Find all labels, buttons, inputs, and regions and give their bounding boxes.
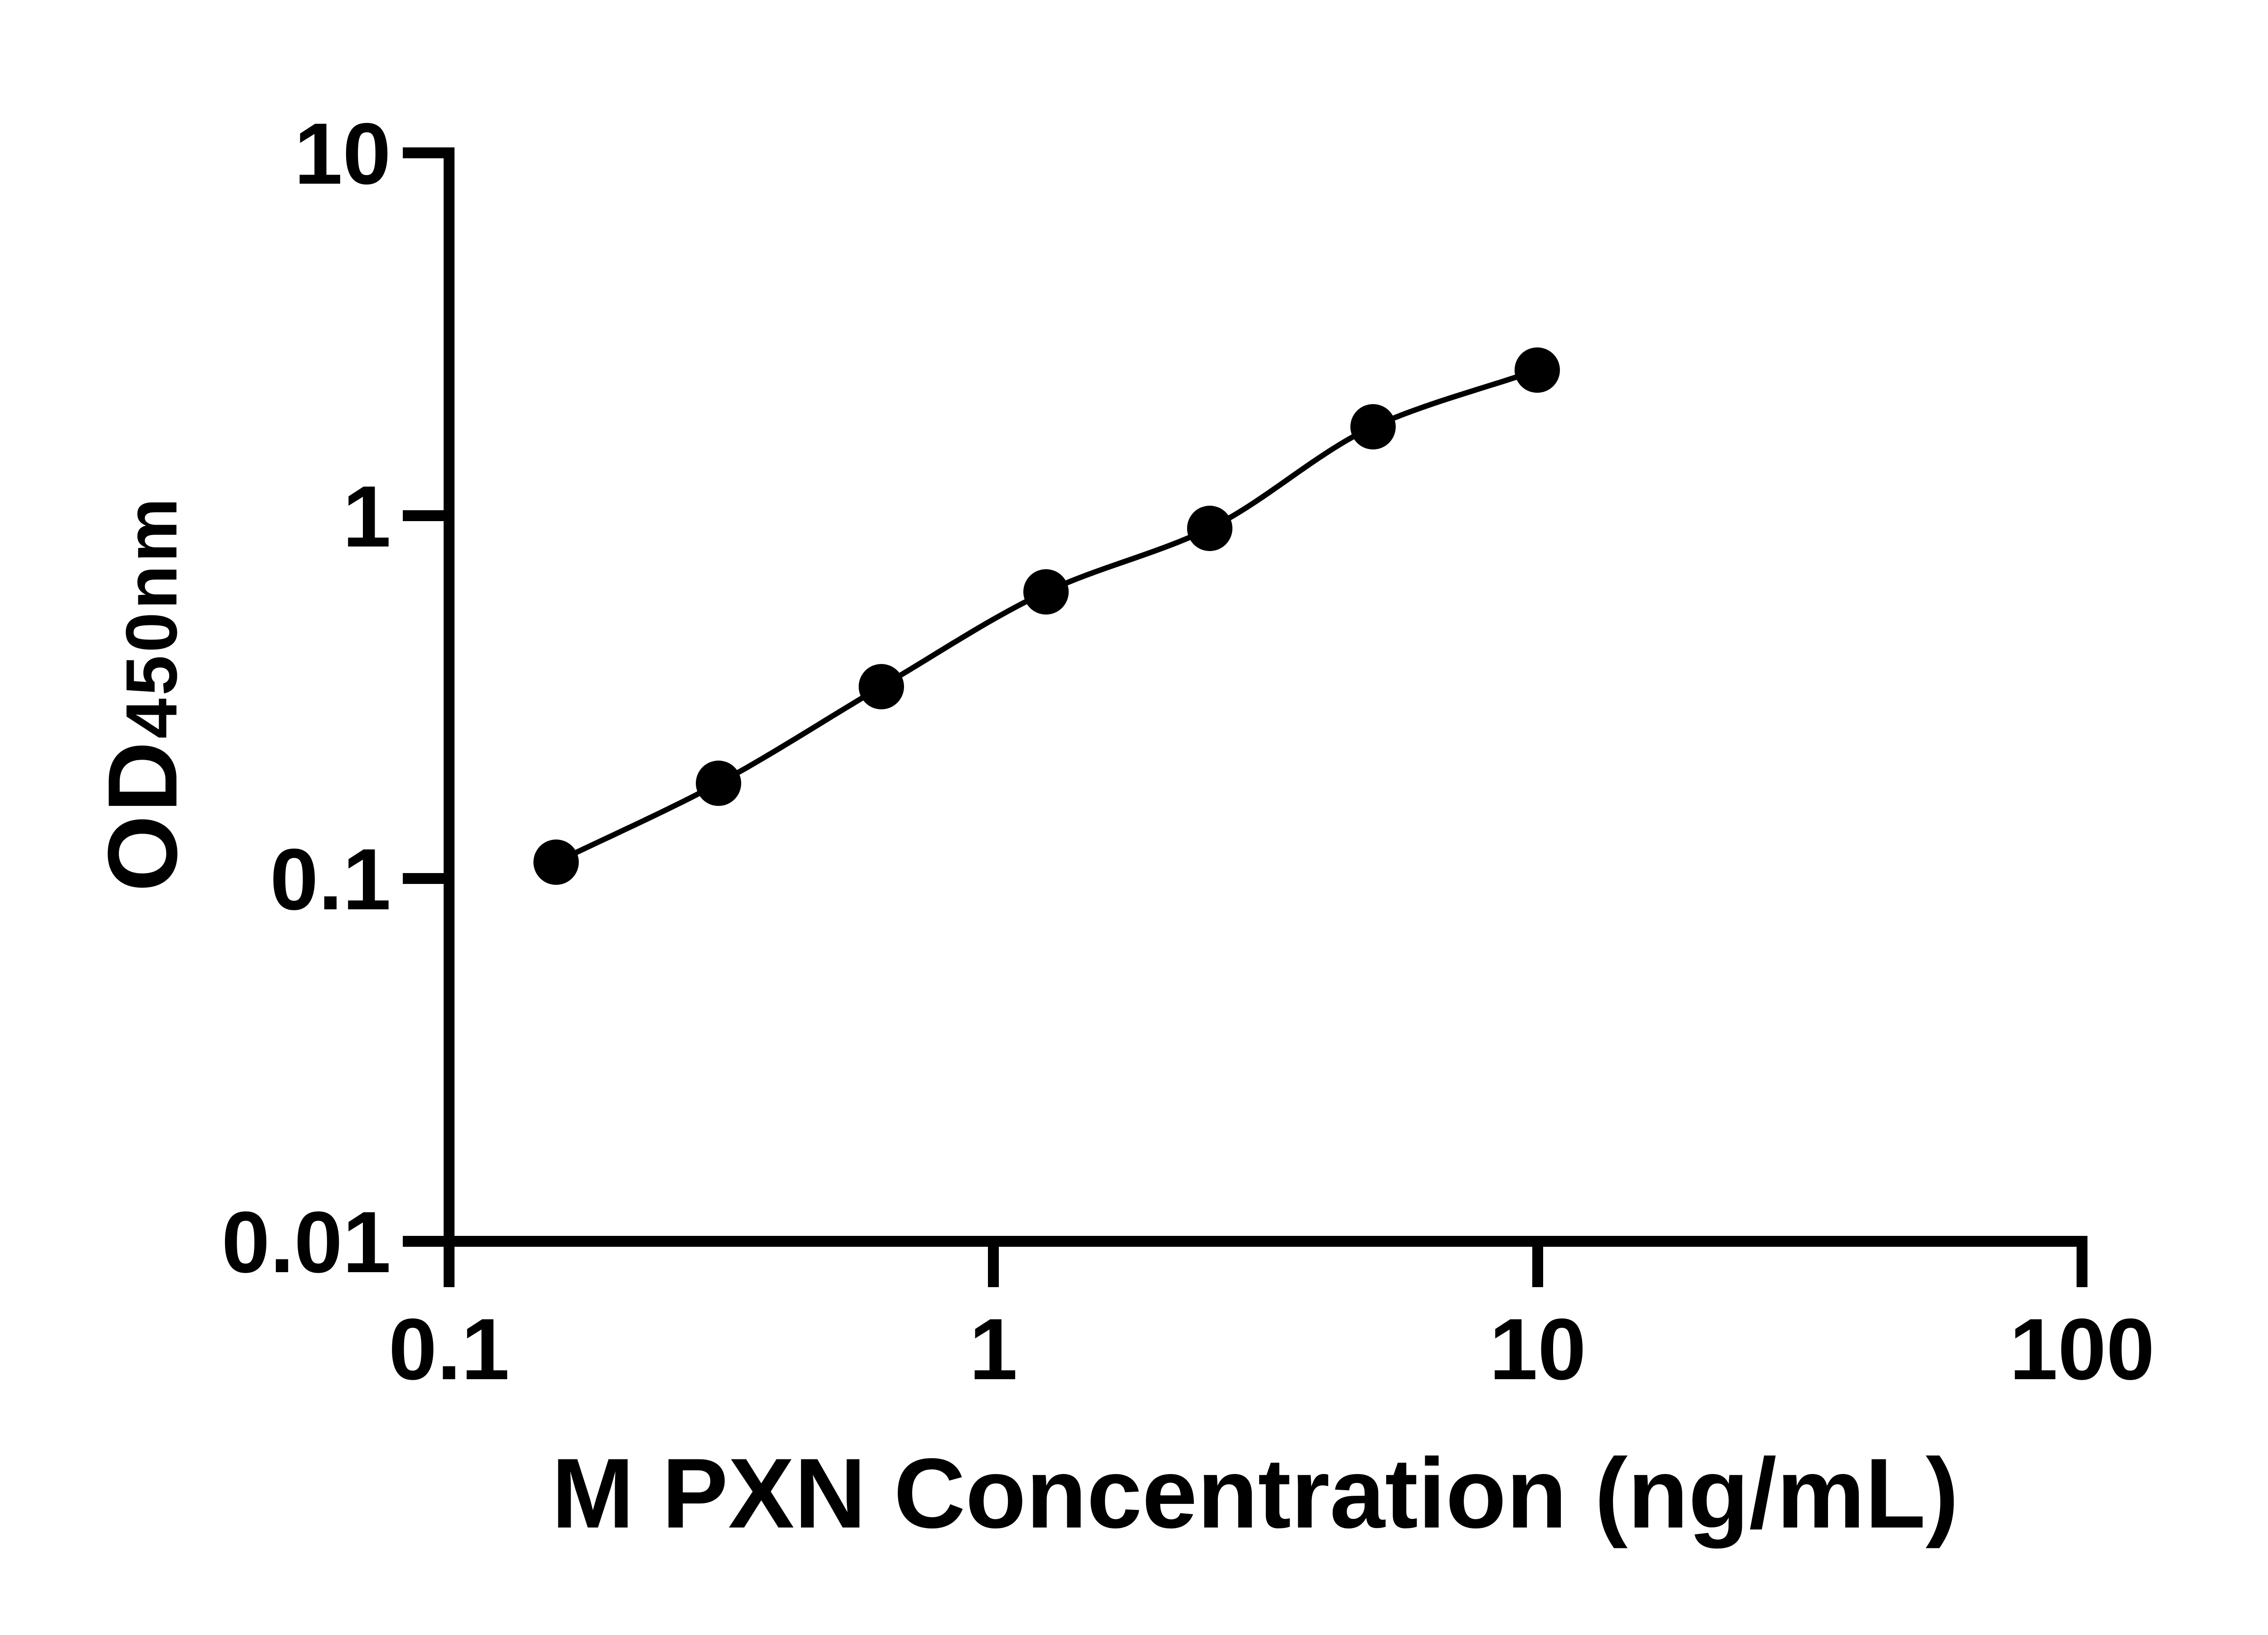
svg-text:M PXN Concentration (ng/mL): M PXN Concentration (ng/mL) xyxy=(552,1438,1959,1549)
svg-text:1: 1 xyxy=(969,1300,1018,1398)
svg-text:0.1: 0.1 xyxy=(270,830,391,928)
svg-text:100: 100 xyxy=(2009,1300,2155,1398)
svg-text:OD450nm: OD450nm xyxy=(88,495,197,892)
svg-text:1: 1 xyxy=(342,468,391,565)
svg-text:10: 10 xyxy=(1489,1300,1586,1398)
svg-text:0.01: 0.01 xyxy=(221,1193,391,1291)
svg-text:0.1: 0.1 xyxy=(389,1300,510,1398)
svg-text:10: 10 xyxy=(294,105,391,202)
